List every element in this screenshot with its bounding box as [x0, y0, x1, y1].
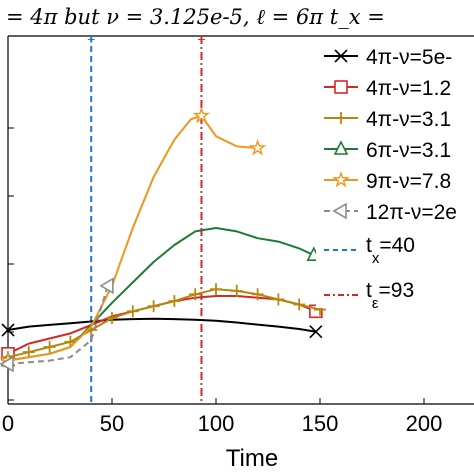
legend-label-2: 4π-ν=3.1	[366, 108, 451, 131]
series-2-marker-7	[147, 300, 160, 313]
x-axis-title: Time	[226, 445, 278, 472]
series-0-marker-0	[1, 323, 15, 337]
series-2-marker-5	[106, 312, 118, 325]
legend: 4π-ν=5e- 4π-ν=1.2 4π-ν=3.1 6π-ν=3.1 9π-ν=7.8…	[316, 38, 474, 312]
series-2-marker-9	[189, 288, 202, 301]
legend-marker-4	[332, 170, 350, 188]
legend-label-4: 9π-ν=7.8	[366, 170, 451, 193]
series-line-0	[7, 317, 316, 333]
series-line-4	[7, 114, 258, 362]
series-2-marker-1	[22, 346, 35, 359]
series-5-marker-1	[99, 277, 114, 295]
series-2-marker-8	[168, 295, 181, 308]
x-tick-label-2: 100	[198, 411, 235, 436]
series-2-marker-2	[43, 341, 56, 353]
legend-marker-0	[334, 49, 348, 63]
x-tick-label-3: 150	[302, 411, 339, 436]
series-4-marker-2	[248, 138, 267, 156]
series-2-marker-11	[230, 284, 243, 297]
legend-label-3: 6π-ν=3.1	[366, 139, 451, 162]
legend-marker-1	[334, 80, 348, 94]
legend-label-0: 4π-ν=5e-	[366, 46, 452, 69]
series-line-5	[7, 285, 109, 365]
series-4-marker-1	[192, 106, 211, 124]
plot-area: 0 50 100 150 200 + +	[0, 31, 474, 436]
legend-label-5: 12π-ν=2e	[366, 201, 457, 224]
x-tick-label-4: 200	[406, 411, 443, 436]
chart-title: = 4π but ν = 3.125e-5, ℓ = 6π t_x =	[6, 5, 385, 29]
legend-vline-label-1: tε=93	[366, 279, 414, 312]
x-tick-label-1: 50	[100, 411, 124, 436]
series-2-marker-13	[272, 293, 285, 306]
legend-vline-label-0: tx=40	[366, 234, 415, 267]
x-tick-label-0: 0	[2, 411, 14, 436]
vline-cap-0: +	[87, 31, 95, 47]
series-2-marker-10	[210, 283, 222, 296]
legend-label-1: 4π-ν=1.2	[366, 77, 451, 100]
legend-marker-5	[332, 202, 347, 220]
series-2-marker-6	[126, 305, 139, 318]
series-5-marker-0	[0, 355, 14, 373]
series-2-marker-14	[293, 298, 306, 311]
series-line-2	[7, 288, 321, 359]
legend-marker-3	[333, 140, 349, 155]
legend-marker-2	[335, 112, 347, 124]
series-0-marker-1	[309, 325, 323, 339]
vline-cap-1: +	[197, 31, 205, 47]
series-2-marker-12	[251, 288, 264, 301]
